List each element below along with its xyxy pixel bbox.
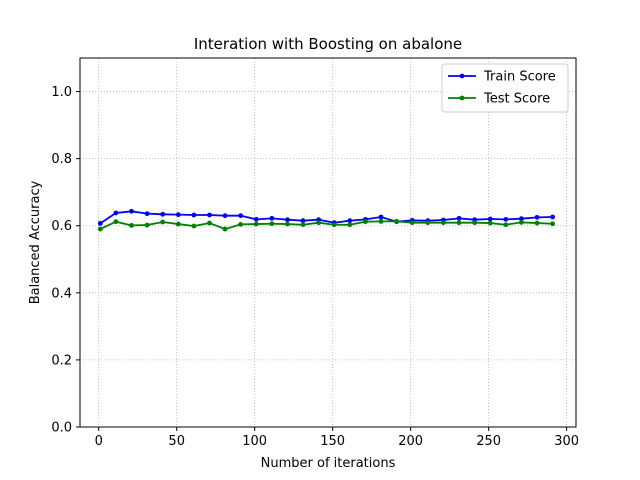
data-point-train [534,214,540,220]
x-axis-label: Number of iterations [261,456,396,471]
data-point-test [363,219,368,225]
data-point-test [503,222,509,228]
data-point-test [300,222,306,228]
axis-ticks: 0 50 100 150 200 250 300 0.0 0.2 0.4 0.6 0.8 1.0 [51,85,579,449]
data-point-train [300,218,306,224]
data-point-test [394,218,400,224]
data-point-test [238,221,244,227]
x-tick-label: 0 [95,434,103,449]
x-tick-label: 250 [476,434,501,449]
y-tick-label: 0.8 [51,152,72,167]
data-point-train [269,215,275,221]
y-tick-label: 0.6 [51,219,72,234]
data-point-test [285,221,290,227]
data-point-test [472,220,478,226]
y-tick-label: 0.4 [51,286,72,301]
data-point-train [113,210,119,216]
plot-area [97,208,556,232]
legend-label: Test Score [483,92,550,107]
legend-label: Train Score [483,70,556,85]
data-point-train [144,211,150,217]
axes-frame [79,57,577,428]
data-point-test [456,220,462,226]
data-point-train [378,214,384,220]
y-tick-label: 0.2 [51,353,72,368]
data-point-train [207,212,212,218]
y-tick-label: 1.0 [51,85,72,100]
data-point-test [347,222,353,228]
data-point-test [97,226,103,232]
x-tick-label: 100 [242,434,267,449]
data-point-train [503,216,509,222]
data-point-train [191,212,197,218]
data-point-test [222,226,228,232]
data-point-test [113,219,119,225]
data-point-test [253,221,259,227]
legend-marker [459,95,465,101]
data-point-train [550,214,556,220]
data-point-test [487,220,493,226]
data-point-train [519,216,524,222]
series-line-test [99,220,553,231]
data-point-test [160,219,166,225]
legend-marker [459,73,465,79]
x-tick-label: 150 [320,434,345,449]
data-point-train [456,215,462,221]
data-point-test [144,222,150,228]
x-tick-label: 50 [168,434,185,449]
data-point-train [285,217,290,223]
data-point-test [550,221,556,227]
chart-title: Interation with Boosting on abalone [194,35,462,53]
data-point-train [487,216,493,222]
data-point-train [160,211,166,217]
data-point-test [441,220,446,226]
data-point-test [409,220,415,226]
data-point-test [191,223,197,229]
data-point-train [253,216,259,222]
data-point-train [347,218,353,224]
y-axis-label: Balanced Accuracy [28,180,43,304]
data-point-test [519,219,524,225]
data-point-train [175,212,181,218]
data-point-test [207,220,212,226]
data-point-train [238,213,244,219]
data-point-test [425,220,431,226]
data-point-test [378,218,384,224]
data-point-test [331,222,337,228]
y-tick-label: 0.0 [51,421,72,436]
data-point-train [129,208,134,214]
data-point-test [269,221,275,227]
x-tick-label: 300 [554,434,579,449]
data-point-test [534,220,540,226]
x-tick-label: 200 [398,434,423,449]
data-point-test [175,221,181,227]
series-line-train [99,210,553,225]
data-point-test [316,220,322,226]
legend: Train Score Test Score [441,63,569,113]
data-point-train [222,213,228,219]
data-point-train [97,220,103,226]
data-point-test [129,222,134,228]
